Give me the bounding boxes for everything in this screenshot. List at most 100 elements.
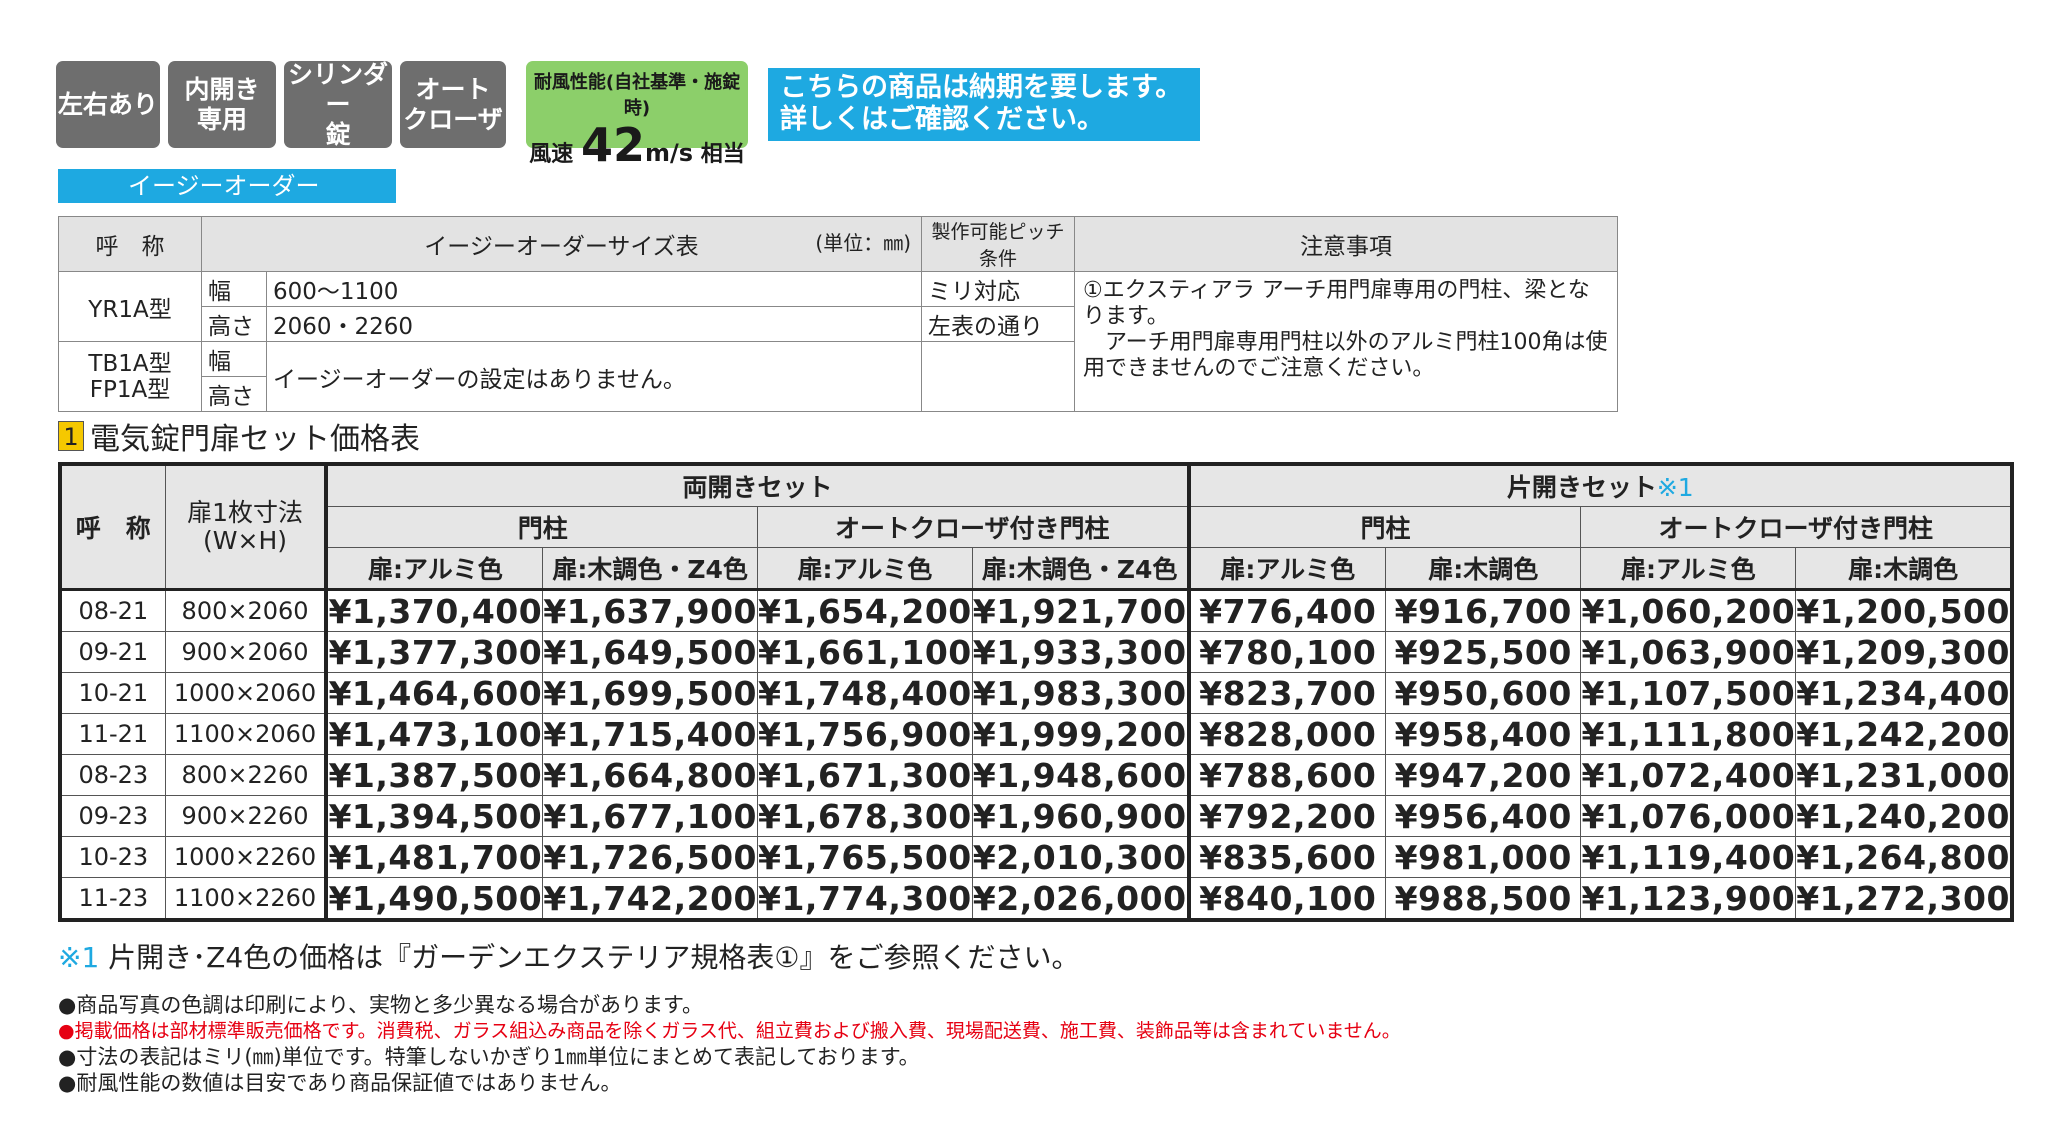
eo-tb-h-label: 高さ — [201, 376, 267, 412]
table-row: 09-21 900×2060 ¥1,377,300 ¥1,649,500 ¥1,661,… — [59, 631, 2013, 673]
pt-header-double-auto: オートクローザ付き門柱 — [756, 506, 1191, 548]
eo-header-name: 呼 称 — [58, 216, 202, 272]
eo-tb-w-label: 幅 — [201, 341, 267, 377]
eo-header-size: イージーオーダーサイズ表 (単位：㎜) — [201, 216, 922, 272]
price-cell: ¥981,000 — [1384, 836, 1582, 878]
pt-header-size: 扉1枚寸法 (W×H) — [164, 463, 329, 590]
price-cell: ¥1,933,300 — [971, 631, 1191, 673]
wind-line1: 耐風性能(自社基準・施錠時) — [533, 72, 741, 119]
price-cell: ¥1,637,900 — [542, 589, 758, 632]
row-size: 900×2260 — [164, 795, 329, 837]
eo-header-unit: (単位：㎜) — [815, 231, 911, 255]
price-cell: ¥1,715,400 — [542, 713, 758, 755]
table-row: 10-21 1000×2060 ¥1,464,600 ¥1,699,500 ¥1,748… — [59, 672, 2013, 714]
price-cell: ¥1,076,000 — [1580, 795, 1797, 837]
pt-header-single-auto: オートクローザ付き門柱 — [1580, 506, 2013, 548]
eo-tb-name1: TB1A型 — [88, 350, 172, 377]
notes-list: ●商品写真の色調は印刷により、実物と多少異なる場合があります。 ●掲載価格は部材… — [58, 992, 1401, 1096]
price-cell: ¥1,231,000 — [1795, 754, 2013, 796]
eo-yr-h-value: 2060・2260 — [266, 306, 922, 342]
note-item: ●耐風性能の数値は目安であり商品保証値ではありません。 — [58, 1071, 622, 1095]
wind-value: 42 — [580, 118, 645, 172]
price-cell: ¥1,272,300 — [1795, 877, 2013, 921]
price-cell: ¥792,200 — [1188, 795, 1386, 837]
pt-h-s-post-wood: 扉:木調色 — [1384, 547, 1582, 590]
row-size: 1000×2260 — [164, 836, 329, 878]
note-item-price: ●掲載価格は部材標準販売価格です。消費税、ガラス組込み商品を除くガラス代、組立費… — [58, 1020, 1401, 1042]
eo-yr-name: YR1A型 — [58, 271, 202, 342]
delivery-notice: こちらの商品は納期を要します。 詳しくはご確認ください。 — [768, 68, 1200, 141]
price-cell: ¥988,500 — [1384, 877, 1582, 921]
pt-h-d-auto-alumi: 扉:アルミ色 — [757, 547, 973, 590]
pt-header-single-post: 門柱 — [1188, 506, 1582, 548]
row-name: 08-21 — [59, 589, 166, 632]
section-title-text: 電気錠門扉セット価格表 — [90, 422, 420, 457]
price-table: 呼 称 扉1枚寸法 (W×H) 両開きセット 片開きセット※1 門柱 オートクロ… — [58, 462, 2014, 922]
row-size: 800×2060 — [164, 589, 329, 632]
row-size: 1000×2060 — [164, 672, 329, 714]
price-cell: ¥840,100 — [1188, 877, 1386, 921]
price-cell: ¥1,240,200 — [1795, 795, 2013, 837]
pt-h-s-auto-wood: 扉:木調色 — [1795, 547, 2013, 590]
note-item: ●寸法の表記はミリ(㎜)単位です。特筆しないかぎり1㎜単位にまとめて表記しており… — [58, 1045, 920, 1069]
price-cell: ¥1,765,500 — [757, 836, 973, 878]
price-cell: ¥1,377,300 — [325, 631, 544, 673]
price-cell: ¥1,119,400 — [1580, 836, 1797, 878]
price-cell: ¥1,742,200 — [542, 877, 758, 921]
price-cell: ¥1,654,200 — [757, 589, 973, 632]
eo-yr-pitch-h: 左表の通り — [921, 306, 1075, 342]
eo-header-notes: 注意事項 — [1074, 216, 1618, 272]
table-row: 11-21 1100×2060 ¥1,473,100 ¥1,715,400 ¥1,756… — [59, 713, 2013, 755]
pt-header-single-text: 片開きセット — [1506, 473, 1657, 502]
price-cell: ¥828,000 — [1188, 713, 1386, 755]
price-cell: ¥1,107,500 — [1580, 672, 1797, 714]
price-cell: ¥1,678,300 — [757, 795, 973, 837]
eo-tb-name: TB1A型 FP1A型 — [58, 341, 202, 412]
eo-note: ①エクスティアラ アーチ用門扉専用の門柱、梁となります。 アーチ用門扉専用門柱以… — [1074, 271, 1618, 412]
wind-line2: 風速 42m/s 相当 — [526, 122, 748, 168]
note-item: ●商品写真の色調は印刷により、実物と多少異なる場合があります。 — [58, 993, 703, 1017]
price-cell: ¥1,671,300 — [757, 754, 973, 796]
price-cell: ¥958,400 — [1384, 713, 1582, 755]
badge-left-right: 左右あり — [56, 61, 160, 148]
row-name: 09-23 — [59, 795, 166, 837]
price-cell: ¥947,200 — [1384, 754, 1582, 796]
price-cell: ¥956,400 — [1384, 795, 1582, 837]
price-cell: ¥1,387,500 — [325, 754, 544, 796]
eo-tb-value: イージーオーダーの設定はありません。 — [266, 341, 922, 412]
row-name: 10-23 — [59, 836, 166, 878]
price-cell: ¥1,649,500 — [542, 631, 758, 673]
price-cell: ¥1,111,800 — [1580, 713, 1797, 755]
price-cell: ¥776,400 — [1188, 589, 1386, 632]
row-size: 1100×2260 — [164, 877, 329, 921]
table-row: 08-23 800×2260 ¥1,387,500 ¥1,664,800 ¥1,671,… — [59, 754, 2013, 796]
pt-h-d-auto-wood: 扉:木調色・Z4色 — [971, 547, 1191, 590]
price-cell: ¥1,473,100 — [325, 713, 544, 755]
price-cell: ¥1,664,800 — [542, 754, 758, 796]
price-cell: ¥1,209,300 — [1795, 631, 2013, 673]
price-cell: ¥1,661,100 — [757, 631, 973, 673]
price-cell: ¥1,948,600 — [971, 754, 1191, 796]
price-cell: ¥1,983,300 — [971, 672, 1191, 714]
price-cell: ¥2,010,300 — [971, 836, 1191, 878]
price-cell: ¥1,699,500 — [542, 672, 758, 714]
price-cell: ¥1,999,200 — [971, 713, 1191, 755]
table-row: 09-23 900×2260 ¥1,394,500 ¥1,677,100 ¥1,678,… — [59, 795, 2013, 837]
table-row: 10-23 1000×2260 ¥1,481,700 ¥1,726,500 ¥1,765… — [59, 836, 2013, 878]
price-cell: ¥1,394,500 — [325, 795, 544, 837]
price-cell: ¥1,060,200 — [1580, 589, 1797, 632]
price-cell: ¥1,921,700 — [971, 589, 1191, 632]
eo-header-pitch: 製作可能ピッチ条件 — [921, 216, 1075, 272]
table-row: 11-23 1100×2260 ¥1,490,500 ¥1,742,200 ¥1,774… — [59, 877, 2013, 921]
pt-h-s-auto-alumi: 扉:アルミ色 — [1580, 547, 1797, 590]
price-cell: ¥2,026,000 — [971, 877, 1191, 921]
row-name: 10-21 — [59, 672, 166, 714]
price-cell: ¥1,242,200 — [1795, 713, 2013, 755]
eo-tb-name2: FP1A型 — [89, 376, 171, 403]
badge-cylinder-lock: シリンダー 錠 — [284, 60, 392, 149]
pt-h-d-post-alumi: 扉:アルミ色 — [325, 547, 544, 590]
price-cell: ¥1,960,900 — [971, 795, 1191, 837]
wind-unit: m/s — [644, 139, 694, 167]
eo-yr-pitch-w: ミリ対応 — [921, 271, 1075, 307]
price-cell: ¥1,726,500 — [542, 836, 758, 878]
